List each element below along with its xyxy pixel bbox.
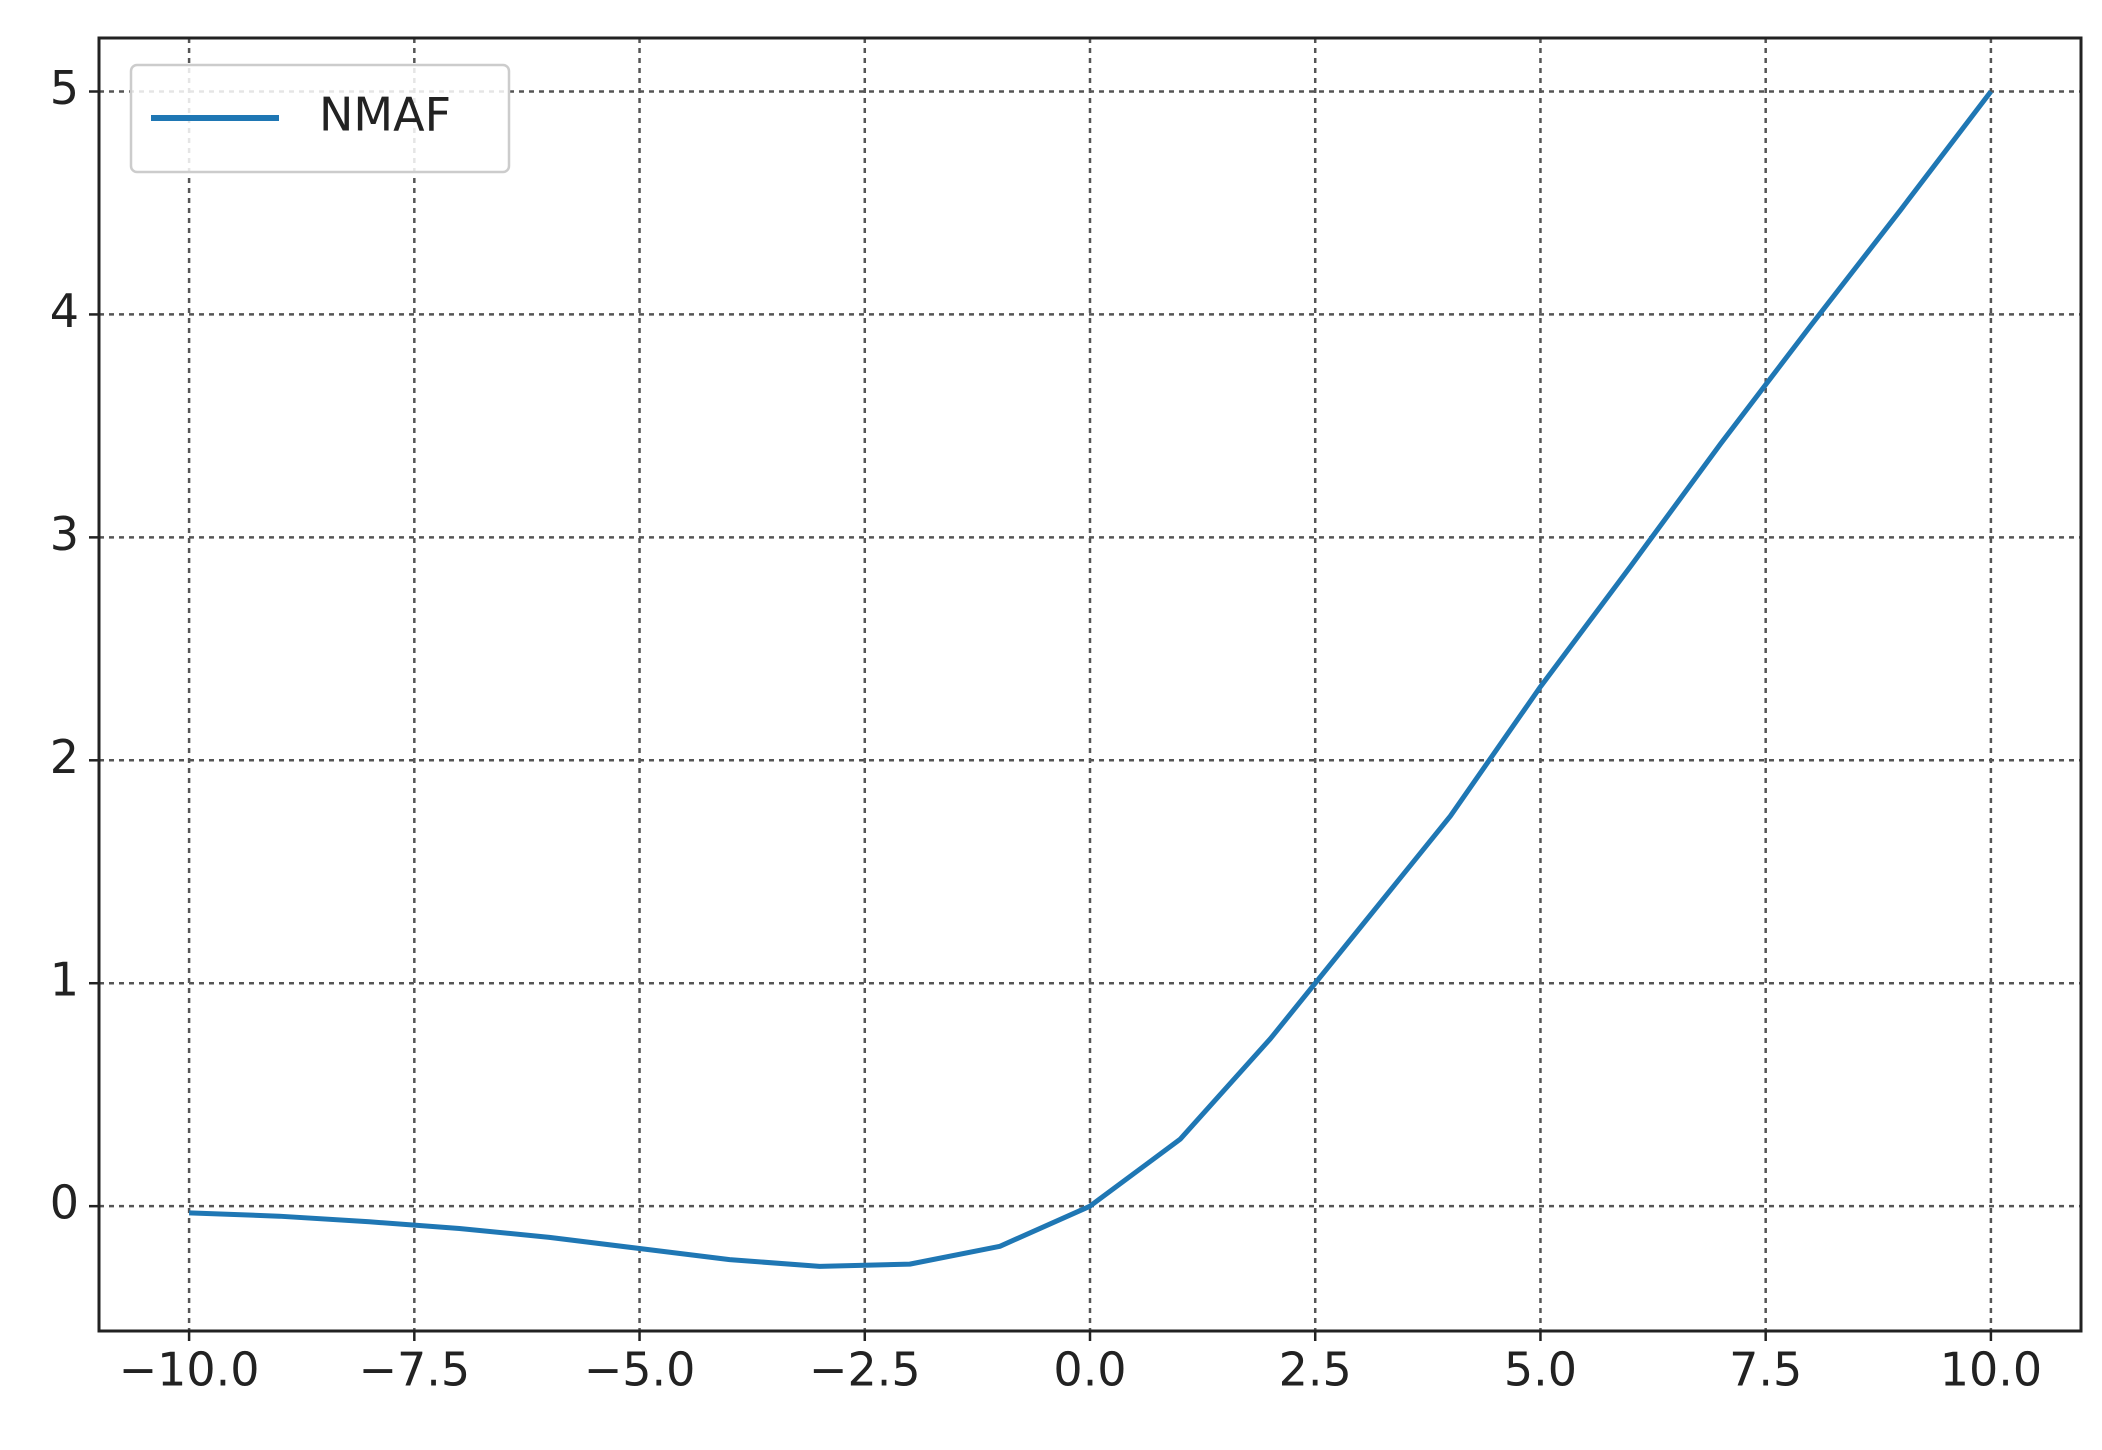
x-tick-label: −10.0 xyxy=(119,1343,260,1397)
x-tick-label: −5.0 xyxy=(584,1343,696,1397)
line xyxy=(188,89,1993,1269)
legend-box xyxy=(129,63,511,174)
x-tick-label: −7.5 xyxy=(358,1343,470,1397)
y-tick-label: 0 xyxy=(50,1176,79,1230)
legend: NMAF xyxy=(129,63,511,174)
y-tick-label: 3 xyxy=(50,507,79,561)
x-tick-label: −2.5 xyxy=(809,1343,921,1397)
y-tick-label: 2 xyxy=(50,730,79,784)
x-tick-label: 0.0 xyxy=(1053,1343,1126,1397)
y-tick-label: 4 xyxy=(50,284,79,338)
y-tick-label: 5 xyxy=(50,61,79,115)
x-tick-label: 2.5 xyxy=(1279,1343,1352,1397)
legend-label: NMAF xyxy=(319,88,451,142)
axes-frame xyxy=(97,36,2083,1333)
x-tick-label: 5.0 xyxy=(1504,1343,1577,1397)
x-tick-label: 7.5 xyxy=(1729,1343,1802,1397)
y-tick-label: 1 xyxy=(50,953,79,1007)
x-tick-label: 10.0 xyxy=(1940,1343,2042,1397)
